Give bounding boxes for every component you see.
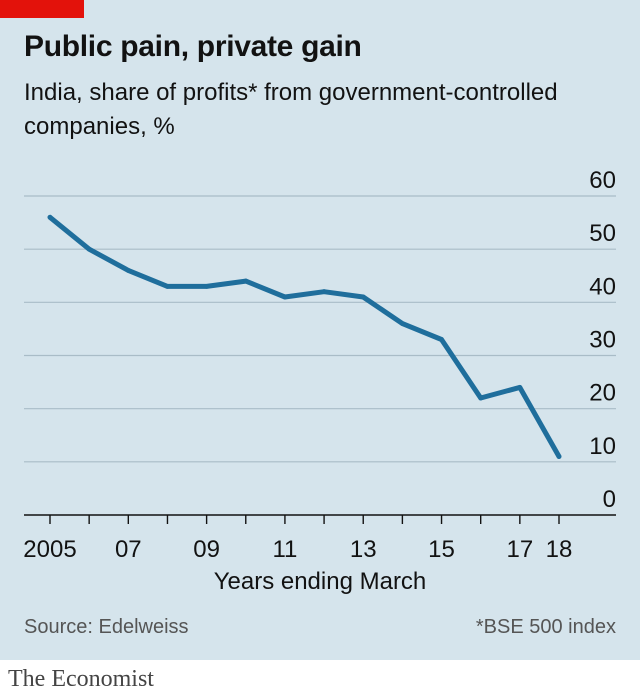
data-point-2006 <box>86 246 92 252</box>
data-point-2015 <box>439 337 444 342</box>
x-tick-label-2013: 13 <box>350 536 377 563</box>
x-tick-labels: 2005 07 09 11 13 15 17 18 <box>23 536 572 563</box>
series-line-0 <box>47 214 562 459</box>
chart-title: Public pain, private gain <box>24 30 362 63</box>
x-axis-label: Years ending March <box>213 568 427 595</box>
x-tick-label-2009: 09 <box>193 536 220 563</box>
data-point-2009 <box>204 283 210 289</box>
footnote: *BSE 500 index <box>475 616 616 638</box>
x-tick-label-2015: 15 <box>428 536 455 563</box>
data-point-2018 <box>556 454 562 459</box>
data-point-2012 <box>321 289 327 295</box>
x-tick-label-2017: 17 <box>506 536 533 563</box>
x-tick-label-2005: 2005 <box>23 536 76 563</box>
data-point-2010 <box>243 278 249 284</box>
chart-subtitle: India, share of profits* from government… <box>24 79 558 140</box>
data-point-2008 <box>165 283 170 289</box>
data-point-2014 <box>399 321 405 326</box>
series-layer <box>47 214 562 459</box>
data-point-2005 <box>47 214 53 220</box>
y-tick-labels: 0 10 20 30 40 50 60 <box>589 167 616 513</box>
data-point-2017 <box>517 385 523 390</box>
chart-panel: Public pain, private gain India, share o… <box>0 0 640 660</box>
x-axis <box>24 514 616 524</box>
x-tick-label-2011: 11 <box>272 536 297 563</box>
source-note: Source: Edelweiss <box>24 616 189 638</box>
y-tick-label-60: 60 <box>589 167 616 194</box>
data-point-2007 <box>125 268 131 273</box>
x-tick-label-2018: 18 <box>546 536 573 563</box>
publisher-logo: The Economist <box>8 666 154 692</box>
y-tick-label-10: 10 <box>589 433 616 460</box>
brand-accent-bar <box>0 0 84 18</box>
gridlines <box>24 195 616 463</box>
y-tick-label-40: 40 <box>589 273 616 300</box>
y-tick-label-50: 50 <box>589 220 616 247</box>
y-tick-label-30: 30 <box>589 327 616 354</box>
y-tick-label-20: 20 <box>589 380 616 407</box>
x-tick-label-2007: 07 <box>115 536 142 563</box>
data-point-2011 <box>282 294 288 300</box>
line-chart: 0 10 20 30 40 50 60 2005 07 09 11 13 15 17 18 <box>23 167 616 563</box>
y-tick-label-0: 0 <box>603 486 616 513</box>
data-point-2016 <box>478 395 484 401</box>
data-point-2013 <box>360 294 366 300</box>
